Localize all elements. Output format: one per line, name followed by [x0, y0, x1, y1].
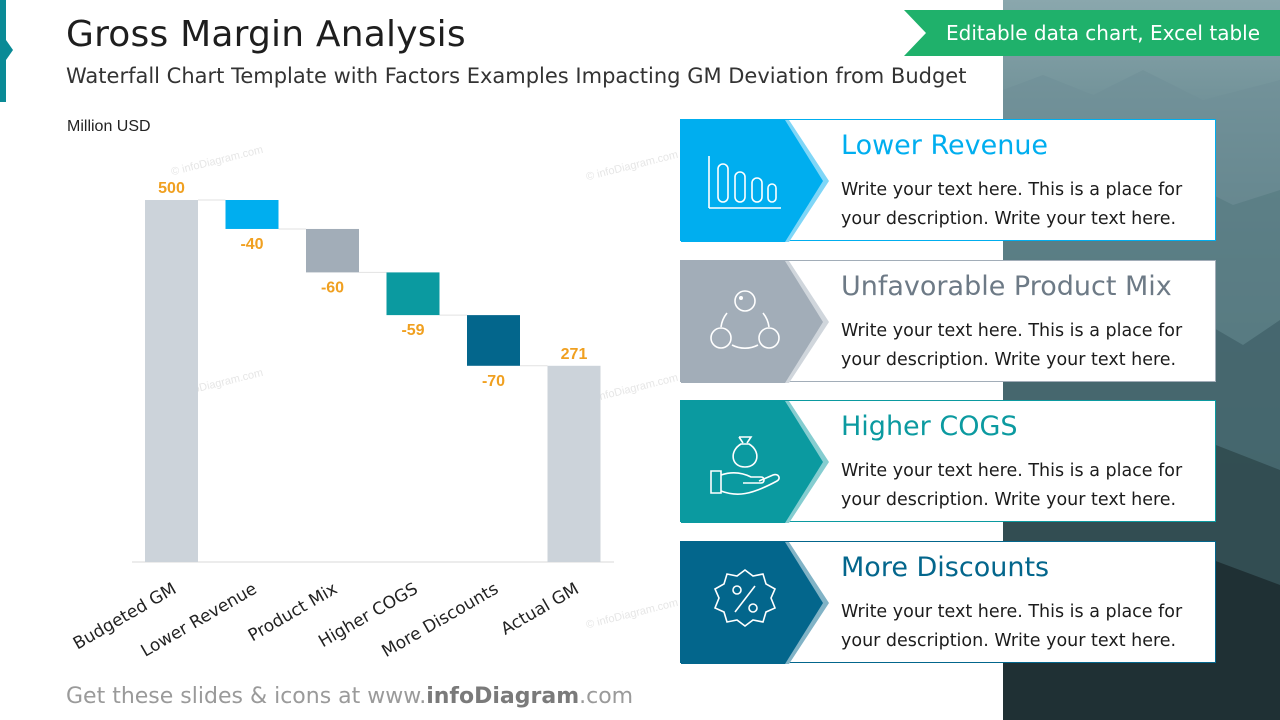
accent-bar [0, 0, 6, 102]
molecule-icon [710, 290, 780, 349]
bar-actual-gm [547, 365, 601, 562]
category-label: Actual GM [498, 579, 583, 640]
card-lower-revenue: Lower Revenue Write your text here. This… [680, 119, 1216, 242]
unit-label: Million USD [67, 118, 151, 135]
card-band [681, 542, 829, 664]
data-label: -59 [401, 322, 424, 339]
percent-badge-icon [713, 569, 777, 627]
money-hand-icon [710, 436, 780, 495]
card-band [681, 261, 829, 383]
bar-more-discounts [467, 315, 520, 366]
bar-chart-icon [708, 156, 781, 209]
bar-higher-cogs [386, 272, 440, 316]
accent-tip [6, 40, 13, 60]
band-main [681, 261, 823, 383]
card-band [681, 401, 829, 523]
card-band [681, 120, 829, 242]
card-description: Write your text here. This is a place fo… [841, 180, 1183, 229]
bar-product-mix [306, 228, 359, 273]
band-main [681, 542, 823, 664]
card-title: More Discounts [841, 552, 1050, 583]
card-title: Higher COGS [841, 411, 1018, 442]
editable-badge: Editable data chart, Excel table [904, 10, 1280, 56]
badge-text: Editable data chart, Excel table [946, 21, 1261, 45]
data-label: -70 [482, 373, 505, 390]
footer-suffix: .com [579, 684, 634, 709]
footer-brand: infoDiagram [426, 684, 580, 709]
data-label: -40 [240, 236, 263, 253]
data-label: 500 [158, 180, 185, 197]
band-main [681, 401, 823, 523]
card-higher-cogs: Higher COGS Write your text here. This i… [680, 400, 1216, 523]
card-title: Unfavorable Product Mix [841, 271, 1172, 302]
footer-prefix: Get these slides & icons at www. [66, 684, 427, 709]
card-description: Write your text here. This is a place fo… [841, 321, 1183, 370]
data-label: 271 [561, 346, 588, 363]
card-description: Write your text here. This is a place fo… [841, 461, 1183, 510]
page-subtitle: Waterfall Chart Template with Factors Ex… [66, 64, 967, 88]
card-title: Lower Revenue [841, 130, 1049, 161]
card-description: Write your text here. This is a place fo… [841, 602, 1183, 651]
page-title: Gross Margin Analysis [66, 14, 466, 55]
card-more-discounts: More Discounts Write your text here. Thi… [680, 541, 1216, 664]
data-label: -60 [321, 279, 344, 296]
bar-budgeted-gm [145, 200, 198, 562]
footer: Get these slides & icons at www.infoDiag… [66, 684, 633, 709]
card-product-mix: Unfavorable Product Mix Write your text … [680, 260, 1216, 383]
bar-lower-revenue [225, 200, 279, 229]
